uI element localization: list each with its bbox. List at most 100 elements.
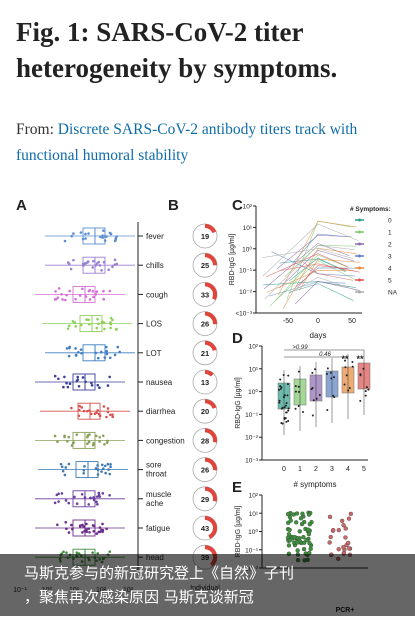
dot <box>64 298 67 302</box>
dot <box>65 381 68 385</box>
dot <box>100 463 104 467</box>
dot <box>100 268 103 272</box>
dot <box>346 516 352 521</box>
dot <box>98 264 102 267</box>
trajectory <box>295 280 360 305</box>
dot <box>66 385 70 389</box>
annotation: ** <box>356 354 364 364</box>
dot <box>288 518 293 523</box>
y-tick-label: 10⁻² <box>239 289 253 296</box>
dot <box>54 297 58 301</box>
dot <box>60 465 64 469</box>
dot <box>326 367 329 370</box>
dot <box>283 406 286 409</box>
trajectory <box>289 283 354 301</box>
dot <box>82 471 86 475</box>
dot <box>294 407 297 410</box>
dot <box>71 320 75 323</box>
dot <box>359 399 362 402</box>
y-tick-label: <10⁻³ <box>235 311 252 318</box>
pie-hole <box>197 257 213 274</box>
dot <box>101 522 104 526</box>
dot <box>56 523 59 527</box>
dot <box>106 439 109 443</box>
dot <box>279 385 282 388</box>
pie-count: 13 <box>201 378 209 387</box>
dot <box>312 399 315 402</box>
dot <box>84 295 88 298</box>
dot <box>103 442 106 446</box>
dot <box>77 408 81 412</box>
dot <box>280 422 283 425</box>
dot <box>54 290 57 293</box>
dot <box>88 530 91 534</box>
dot <box>81 523 84 527</box>
legend-swatch-dot <box>358 290 361 294</box>
dot <box>79 231 83 234</box>
dot <box>67 262 71 266</box>
dot <box>67 324 71 328</box>
dot <box>78 404 81 408</box>
dot <box>100 470 103 473</box>
dot <box>348 511 353 517</box>
dot <box>298 516 304 521</box>
dot <box>103 356 107 359</box>
symptom-label: cough <box>146 290 168 299</box>
dot <box>301 546 307 552</box>
pie-hole <box>197 286 213 303</box>
dot <box>81 237 85 241</box>
pie-count: 29 <box>201 495 209 504</box>
dot <box>98 440 101 443</box>
dot <box>96 356 100 360</box>
dot <box>108 550 112 553</box>
x-tick-label: 2 <box>314 466 318 473</box>
dot <box>329 371 332 374</box>
caption-line: 马斯克参与的新冠研究登上《自然》子刊 <box>24 564 295 582</box>
dot <box>90 381 93 385</box>
trajectory <box>301 260 354 281</box>
dot <box>72 232 75 235</box>
dot <box>94 264 98 267</box>
y-tick-label: 10⁰ <box>248 388 258 396</box>
dot <box>287 409 290 412</box>
dot <box>340 518 345 524</box>
symptom-label-line: sore <box>146 461 162 470</box>
dot <box>77 350 80 354</box>
pie-count: 20 <box>201 407 209 416</box>
dot <box>279 378 282 381</box>
dot <box>96 317 99 321</box>
dot <box>280 386 283 389</box>
pie-hole <box>197 461 213 478</box>
trajectory <box>262 223 359 277</box>
source-link[interactable]: Discrete SARS-CoV-2 antibody titers trac… <box>16 121 358 164</box>
dot <box>318 393 321 396</box>
pie-hole <box>197 520 213 536</box>
dot <box>106 407 110 410</box>
dot <box>346 540 351 546</box>
y-tick-label: 10² <box>243 204 253 211</box>
dot <box>92 524 96 528</box>
dot <box>71 527 74 531</box>
dot <box>96 468 100 472</box>
dot <box>315 397 318 400</box>
dot <box>287 527 292 533</box>
panel-letter: D <box>232 330 243 347</box>
dot <box>53 434 57 438</box>
x-tick-label: 3 <box>330 466 334 473</box>
dot <box>78 525 82 528</box>
dot <box>113 353 117 357</box>
dot <box>97 322 100 326</box>
dot <box>96 409 100 412</box>
dot <box>60 492 64 495</box>
source: From: Discrete SARS-CoV-2 antibody titer… <box>16 117 406 169</box>
trajectory <box>279 249 355 289</box>
dot <box>87 503 91 506</box>
dot <box>98 386 101 389</box>
dot <box>336 527 341 533</box>
x-tick-label: 1 <box>298 466 302 473</box>
dot <box>102 289 105 293</box>
dot <box>91 443 95 447</box>
dot <box>282 396 285 399</box>
dot <box>300 511 305 516</box>
annotation: 0.46 <box>319 352 331 358</box>
